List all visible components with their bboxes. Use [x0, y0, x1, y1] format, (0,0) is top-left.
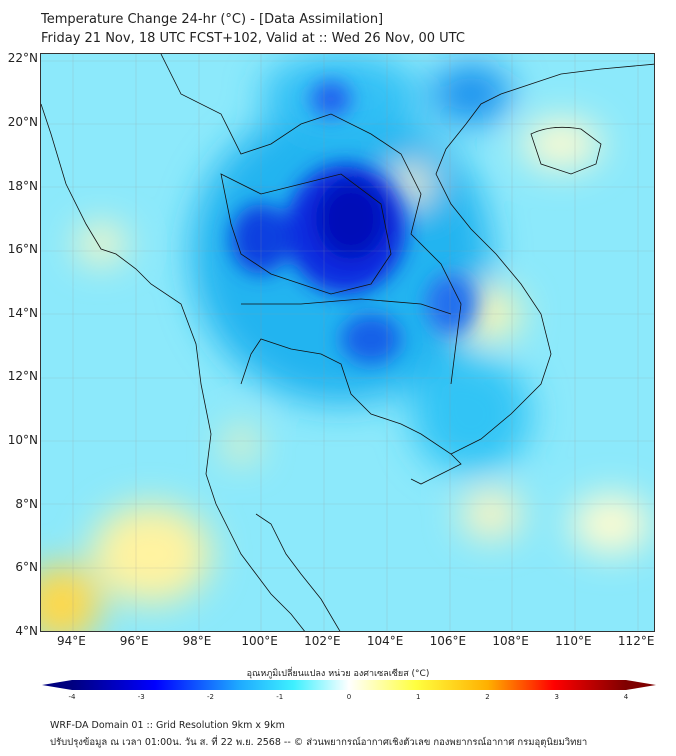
colorbar: [42, 680, 656, 690]
colorbar-tick-label: 3: [554, 693, 559, 701]
lon-label: 104°E: [366, 634, 404, 648]
footer-model-info: WRF-DA Domain 01 :: Grid Resolution 9km …: [50, 720, 285, 731]
colorbar-tick-label: -1: [276, 693, 284, 701]
colorbar-tick-label: 1: [416, 693, 421, 701]
colorbar-tick-label: 2: [485, 693, 490, 701]
colorbar-tick-label: 4: [623, 693, 629, 701]
lon-label: 94°E: [56, 634, 86, 648]
colorbar-tick-label: -4: [68, 693, 76, 701]
lat-label: 8°N: [15, 496, 38, 511]
lat-label: 18°N: [7, 178, 38, 193]
colorbar-title: อุณหภูมิเปลี่ยนแปลง หน่วย องศาเซลเซียส (…: [246, 669, 430, 679]
lon-label: 112°E: [617, 634, 655, 648]
lat-label: 22°N: [7, 51, 38, 66]
lon-label: 98°E: [182, 634, 212, 648]
lon-label: 106°E: [429, 634, 467, 648]
colorbar-max-extend: [626, 680, 656, 690]
colorbar-min-extend: [42, 680, 72, 690]
coastlines: [41, 54, 654, 631]
lon-label: 108°E: [492, 634, 529, 648]
lat-label: 4°N: [15, 624, 38, 638]
colorbar-tick-label: -2: [207, 693, 214, 701]
footer-credit: ปรับปรุงข้อมูล ณ เวลา 01:00น. วัน ส. ที่…: [50, 737, 588, 748]
temperature-field: [41, 54, 651, 631]
lat-label: 10°N: [7, 433, 38, 448]
colorbar-tick-label: -3: [137, 693, 145, 701]
lat-label: 20°N: [7, 114, 38, 129]
chart-title: Temperature Change 24-hr (°C) - [Data As…: [41, 12, 384, 27]
lat-label: 14°N: [7, 305, 38, 320]
lat-label: 16°N: [7, 242, 38, 257]
lon-label: 102°E: [304, 634, 341, 648]
lon-label: 96°E: [119, 634, 149, 648]
lat-label: 12°N: [7, 369, 38, 384]
colorbar-tick-label: 0: [346, 693, 352, 701]
temperature-change-map: [40, 53, 655, 632]
lon-label: 100°E: [241, 634, 278, 648]
graticule: [41, 54, 654, 631]
lon-label: 110°E: [555, 634, 592, 648]
lat-label: 6°N: [15, 560, 38, 575]
chart-subtitle: Friday 21 Nov, 18 UTC FCST+102, Valid at…: [41, 31, 465, 46]
